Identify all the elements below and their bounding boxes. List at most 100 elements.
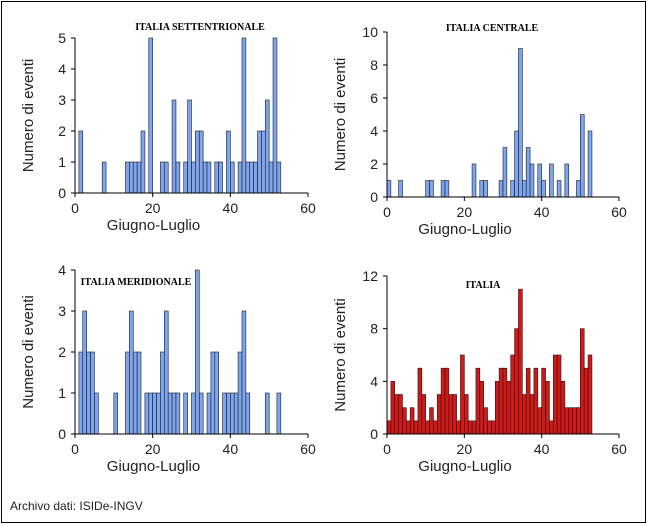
chart-bar — [195, 269, 200, 435]
chart-bar — [183, 392, 188, 435]
x-axis-label: Giugno-Luglio — [418, 221, 511, 238]
chart-bar — [222, 392, 227, 435]
chart-bar — [394, 394, 399, 435]
chart-bar — [506, 381, 512, 435]
chart-title: ITALIA — [466, 280, 502, 291]
chart-bar — [386, 420, 392, 435]
y-tick-label: 5 — [58, 30, 66, 46]
chart-bar — [214, 161, 219, 194]
chart-bar — [132, 161, 138, 194]
chart-bar — [164, 161, 169, 194]
chart-bar — [587, 354, 593, 435]
x-tick-label: 20 — [457, 441, 473, 457]
chart-bar — [214, 351, 219, 435]
chart-bar — [456, 420, 461, 435]
chart-bar — [129, 161, 134, 194]
chart-bar — [502, 367, 508, 435]
chart-bar — [572, 407, 577, 435]
chart-bar — [140, 130, 146, 194]
y-tick-label: 0 — [58, 426, 66, 442]
chart-bar — [471, 420, 477, 435]
chart-bar — [444, 367, 450, 435]
x-tick-label: 40 — [223, 441, 239, 457]
chart-bar — [129, 310, 134, 435]
chart-bar — [498, 367, 504, 435]
y-tick-label: 4 — [58, 61, 66, 77]
chart-bar — [587, 130, 593, 198]
chart-bar — [522, 180, 527, 198]
chart-bar — [218, 161, 223, 194]
x-axis-label: Giugno-Luglio — [107, 217, 200, 234]
chart-bar — [90, 351, 95, 435]
chart-bar — [529, 394, 535, 435]
chart-bar — [549, 163, 554, 198]
chart-bar — [533, 367, 539, 435]
chart-bar — [206, 392, 212, 435]
chart-bar — [144, 392, 150, 435]
chart-bar — [522, 394, 527, 435]
chart-title: ITALIA SETTENTRIONALE — [135, 22, 265, 33]
chart-bar — [541, 367, 546, 435]
y-tick-label: 2 — [58, 123, 66, 139]
chart-bar — [206, 161, 212, 194]
chart-bar — [545, 381, 550, 435]
chart-north: 0 1 2 3 4 5 0 20 40 60 Giugno-Luglio Numero di even… — [20, 22, 316, 234]
chart-bar — [406, 420, 411, 435]
chart-bar — [494, 381, 500, 435]
chart-bar — [452, 394, 457, 435]
chart-bar — [429, 407, 434, 435]
chart-bar — [276, 161, 282, 194]
chart-bar — [440, 367, 446, 435]
chart-bar — [510, 180, 515, 198]
chart-bar — [226, 392, 231, 435]
chart-bar — [564, 407, 570, 435]
y-tick-label: 2 — [370, 156, 378, 172]
chart-bar — [152, 392, 157, 435]
y-tick-label: 4 — [370, 373, 378, 389]
chart-bar — [187, 99, 192, 194]
chart-bar — [413, 420, 419, 435]
chart-bar — [253, 161, 258, 194]
chart-bar — [502, 147, 508, 198]
chart-bar — [483, 180, 488, 198]
chart-bar — [237, 351, 243, 435]
chart-bar — [471, 163, 477, 198]
chart-bar — [160, 351, 165, 435]
y-tick-label: 4 — [58, 262, 66, 278]
chart-bar — [479, 381, 484, 435]
chart-bar — [576, 407, 581, 435]
chart-bar — [268, 161, 274, 194]
chart-bar — [525, 147, 531, 198]
chart-bar — [175, 161, 181, 194]
chart-bar — [444, 180, 450, 198]
chart-bar — [552, 354, 558, 435]
chart-bar — [556, 354, 562, 435]
chart-bar — [568, 407, 573, 435]
chart-bar — [164, 310, 169, 435]
y-tick-label: 8 — [370, 57, 378, 73]
y-tick-label: 1 — [58, 385, 66, 401]
chart-bar — [560, 381, 566, 435]
chart-bar — [425, 420, 430, 435]
chart-bar — [230, 392, 235, 435]
chart-title: ITALIA MERIDIONALE — [81, 277, 192, 288]
chart-bar — [525, 367, 531, 435]
y-tick-label: 8 — [370, 321, 378, 337]
chart-bar — [537, 407, 542, 435]
chart-bar — [272, 37, 278, 194]
chart-bar — [564, 163, 570, 198]
x-tick-label: 0 — [383, 441, 391, 457]
chart-bar — [460, 354, 465, 435]
chart-bar — [409, 407, 415, 435]
chart-bar — [136, 351, 142, 435]
y-tick-label: 6 — [370, 90, 378, 106]
chart-bar — [529, 163, 535, 198]
x-tick-label: 20 — [145, 200, 161, 216]
x-tick-label: 40 — [223, 200, 239, 216]
y-tick-label: 0 — [370, 189, 378, 205]
y-tick-label: 0 — [58, 185, 66, 201]
chart-bar — [448, 394, 454, 435]
chart-bar — [113, 392, 119, 435]
